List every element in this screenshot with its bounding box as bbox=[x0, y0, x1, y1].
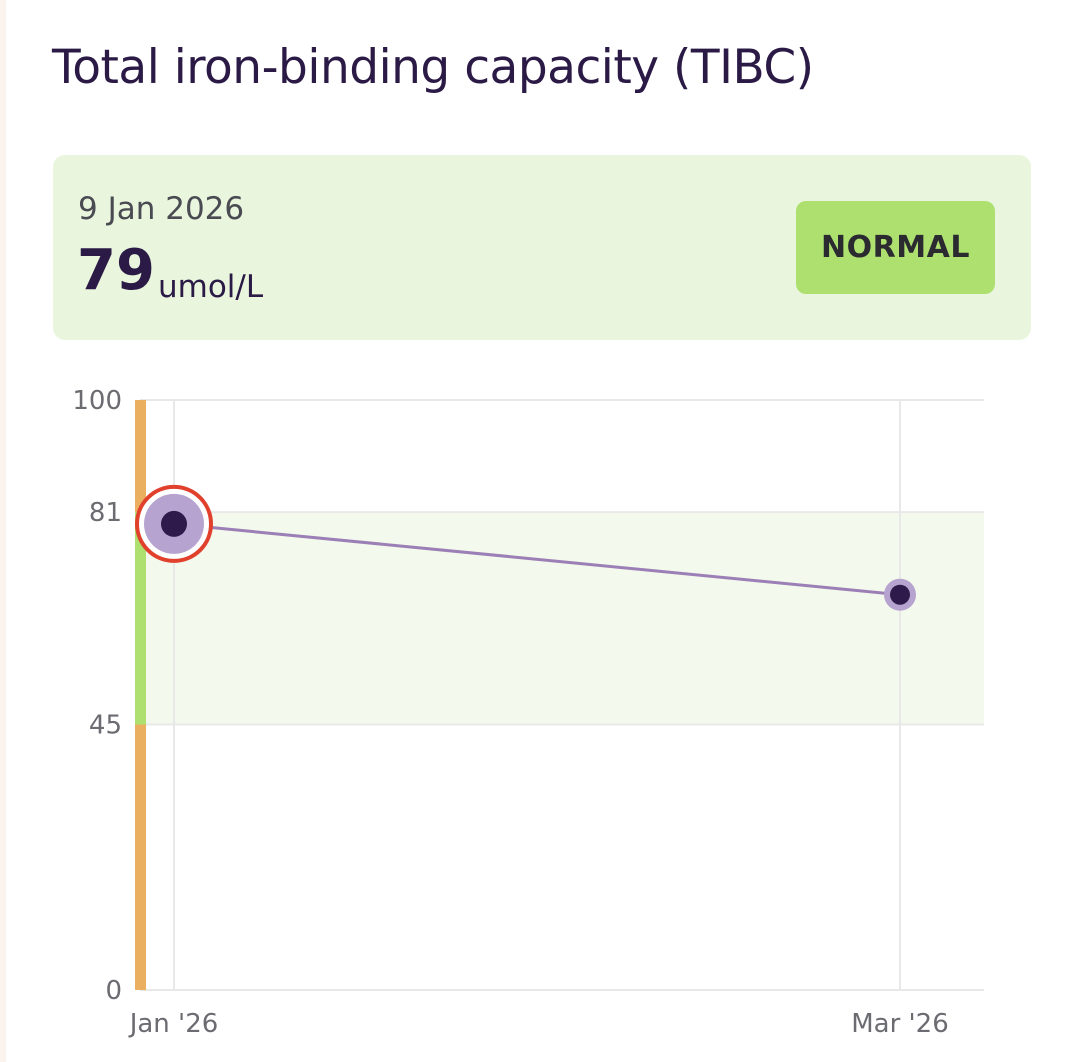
normal-range-band bbox=[140, 512, 984, 725]
left-edge-strip bbox=[0, 0, 6, 1062]
summary-value: 79 bbox=[77, 238, 155, 303]
range-bar-normal bbox=[135, 512, 146, 725]
x-tick-label: Jan '26 bbox=[128, 1009, 219, 1039]
summary-date: 9 Jan 2026 bbox=[78, 191, 245, 227]
y-tick-label: 45 bbox=[89, 711, 122, 741]
series-line bbox=[173, 522, 901, 597]
x-tick-label: Mar '26 bbox=[851, 1009, 949, 1039]
data-point[interactable] bbox=[890, 584, 910, 605]
y-tick-label: 0 bbox=[105, 976, 122, 1006]
range-bar-high bbox=[135, 400, 146, 513]
status-badge: NORMAL bbox=[796, 201, 995, 294]
page-title: Total iron-binding capacity (TIBC) bbox=[52, 40, 814, 95]
range-bar-low bbox=[135, 724, 146, 990]
summary-unit: umol/L bbox=[158, 269, 264, 305]
data-point[interactable] bbox=[161, 510, 187, 537]
y-tick-label: 81 bbox=[89, 498, 122, 528]
summary-card: 9 Jan 2026 79 umol/L NORMAL bbox=[53, 155, 1031, 340]
y-tick-label: 100 bbox=[72, 386, 122, 416]
